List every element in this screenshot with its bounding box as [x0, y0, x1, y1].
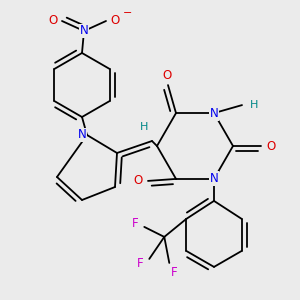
Text: −: −	[123, 8, 133, 18]
Text: O: O	[48, 14, 58, 28]
Text: N: N	[210, 172, 218, 185]
Text: N: N	[210, 106, 218, 120]
Text: F: F	[132, 218, 139, 230]
Text: O: O	[266, 140, 276, 152]
Text: H: H	[140, 122, 148, 132]
Text: O: O	[110, 14, 120, 28]
Text: N: N	[80, 25, 88, 38]
Text: H: H	[250, 100, 258, 110]
Text: O: O	[162, 69, 172, 82]
Text: N: N	[78, 128, 86, 142]
Text: O: O	[134, 174, 142, 188]
Text: F: F	[171, 266, 178, 279]
Text: F: F	[137, 257, 144, 270]
